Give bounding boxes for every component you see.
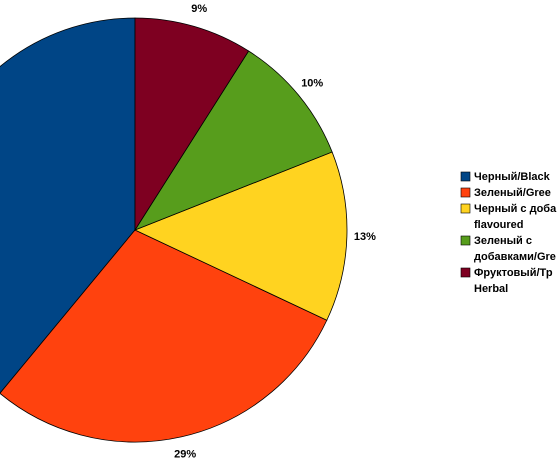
pie-slice (134, 17, 250, 232)
legend-label: Черный с доба (474, 203, 557, 215)
legend-label: Herbal (474, 283, 508, 295)
legend-swatch (460, 267, 471, 278)
pie-slice (0, 17, 136, 394)
legend-swatch (460, 203, 471, 214)
legend-label: Черный/Black (474, 171, 551, 183)
data-label: 10% (301, 77, 323, 89)
legend-swatch (460, 171, 471, 182)
legend-swatch (460, 187, 471, 198)
legend-label: Фруктовый/Тр (474, 267, 553, 279)
legend-label: добавками/Gre (474, 251, 556, 263)
legend-label: Зеленый с (474, 235, 532, 247)
legend-label: Зеленый/Gree (474, 187, 551, 199)
data-label: 13% (354, 231, 376, 243)
legend-label: flavoured (474, 219, 524, 231)
pie-slice (0, 229, 328, 443)
pie-slice (134, 50, 333, 231)
data-label: 9% (191, 3, 207, 15)
legend-swatch (460, 235, 471, 246)
pie-slice (133, 151, 348, 321)
data-label: 29% (174, 448, 196, 460)
